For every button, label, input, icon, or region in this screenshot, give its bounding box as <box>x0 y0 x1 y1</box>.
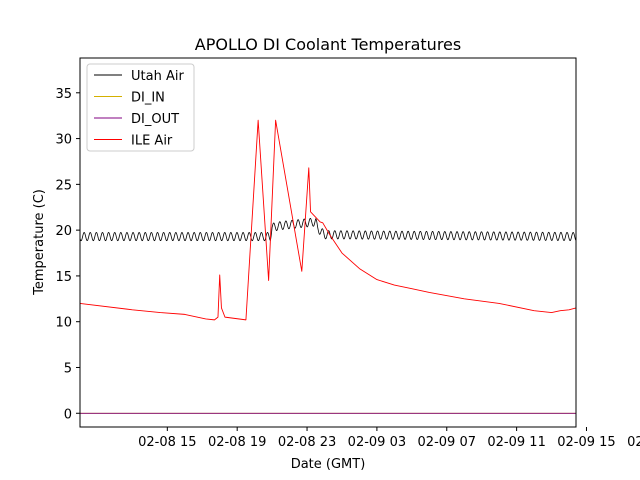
y-tick-label: 10 <box>55 316 72 331</box>
x-tick-label: 02-09 19 <box>627 435 640 450</box>
y-tick-label: 30 <box>55 133 72 148</box>
x-axis-label: Date (GMT) <box>291 457 366 472</box>
legend-box <box>86 63 195 152</box>
chart-title: APOLLO DI Coolant Temperatures <box>195 35 461 54</box>
y-tick-label: 0 <box>64 407 72 422</box>
y-tick-label: 25 <box>55 178 72 193</box>
series-line-ile-air <box>79 119 577 321</box>
legend: Utah Air DI_IN DI_OUT ILE Air <box>86 63 195 152</box>
legend-label-ile-air: ILE Air <box>131 134 173 149</box>
y-tick-label: 35 <box>55 87 72 102</box>
y-tick-label: 15 <box>55 270 72 285</box>
legend-label-di-out: DI_OUT <box>131 112 179 127</box>
y-tick-label: 5 <box>64 361 72 376</box>
x-tick-label: 02-08 15 <box>138 435 196 450</box>
legend-label-di-in: DI_IN <box>131 91 165 106</box>
x-tick-label: 02-08 19 <box>208 435 266 450</box>
y-tick-label: 20 <box>55 224 72 239</box>
legend-label-utah-air: Utah Air <box>131 69 184 84</box>
x-tick-label: 02-09 07 <box>418 435 476 450</box>
x-tick-label: 02-09 11 <box>487 435 545 450</box>
x-tick-label: 02-09 03 <box>348 435 406 450</box>
x-tick-label: 02-08 23 <box>278 435 336 450</box>
y-axis-ticks: 0 5 10 15 20 25 30 35 <box>55 87 80 422</box>
x-tick-label: 02-09 15 <box>557 435 615 450</box>
series-lines <box>79 119 577 414</box>
x-axis-ticks: 02-08 15 02-08 19 02-08 23 02-09 03 02-09 07… <box>138 427 640 450</box>
y-axis-label: Temperature (C) <box>32 189 47 296</box>
plot-frame <box>79 57 577 428</box>
